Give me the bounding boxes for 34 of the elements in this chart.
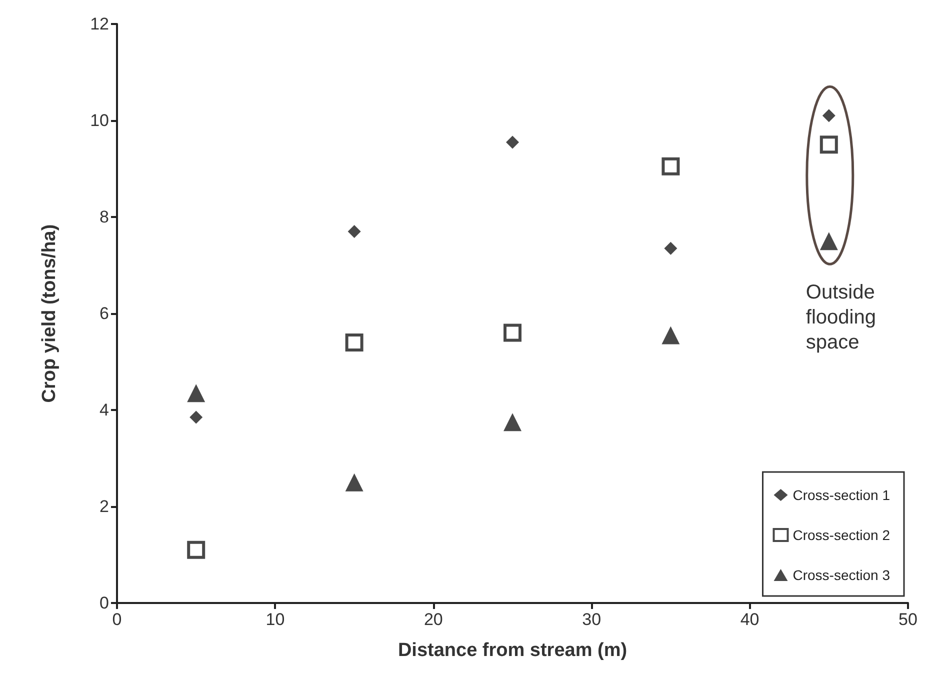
y-axis-title: Crop yield (tons/ha) <box>39 224 60 403</box>
point <box>345 473 364 492</box>
point <box>345 333 364 352</box>
y-tick-label: 0 <box>100 594 109 612</box>
point <box>662 326 680 344</box>
point <box>664 242 678 255</box>
point <box>506 136 519 149</box>
point <box>662 157 680 176</box>
point <box>190 410 203 424</box>
x-tick-label: 0 <box>112 610 122 629</box>
x-tick-label: 30 <box>582 610 602 629</box>
point <box>187 540 206 559</box>
y-tick-label: 4 <box>100 400 109 420</box>
legend-label: Cross-section 2 <box>792 527 890 543</box>
point <box>504 324 522 342</box>
annotation: Outside flooding space <box>806 282 882 354</box>
legend-label: Cross-section 3 <box>792 567 890 583</box>
x-tick-label: 10 <box>266 610 285 629</box>
y-tick-label: 2 <box>100 497 109 516</box>
point <box>348 224 361 238</box>
y-tick-label: 12 <box>90 14 109 34</box>
x-tick-label: 40 <box>740 610 760 629</box>
point <box>820 232 838 250</box>
x-axis-title: Distance from stream (m) <box>398 640 628 661</box>
y-tick-label: 6 <box>100 304 109 323</box>
y-tick-label: 8 <box>100 208 109 226</box>
legend-label: Cross-section 1 <box>792 487 890 503</box>
point <box>822 109 836 122</box>
y-tick-label: 10 <box>90 111 109 130</box>
x-tick-label: 50 <box>898 610 918 629</box>
point <box>187 384 206 402</box>
point <box>504 413 522 432</box>
x-tick-label: 20 <box>424 610 443 629</box>
point <box>820 136 838 154</box>
